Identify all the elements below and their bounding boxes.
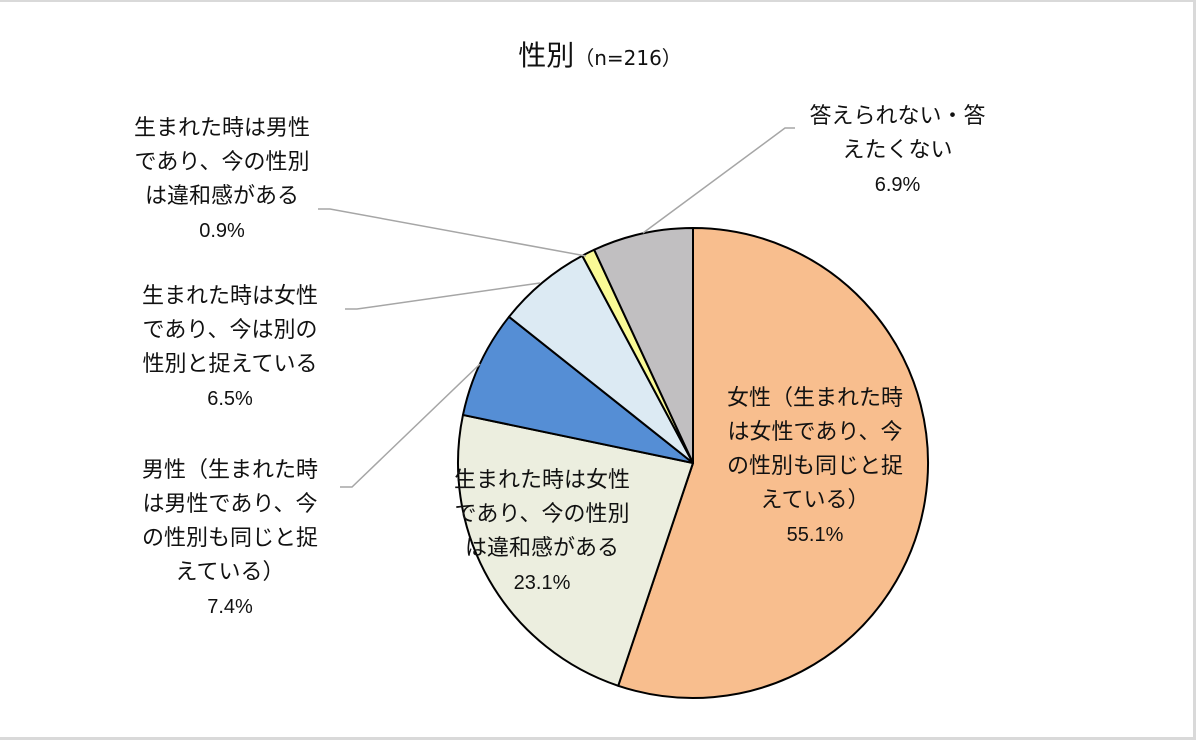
leader-lines xyxy=(318,127,795,488)
label-line: 女性（生まれた時 xyxy=(726,386,903,411)
chart-title: 性別（n=216） xyxy=(0,34,1200,74)
label-percent: 6.5% xyxy=(207,388,253,410)
label-female-other: 生まれた時は女性 であり、今は別の 性別と捉えている 6.5% xyxy=(110,280,350,416)
label-male: 男性（生まれた時 は男性であり、今 の性別も同じと捉 えている） 7.4% xyxy=(110,454,350,624)
chart-title-main: 性別 xyxy=(518,39,575,72)
leader-line-male-discomfort xyxy=(318,208,587,257)
label-line: 男性（生まれた時 xyxy=(141,458,318,483)
label-line: の性別も同じと捉 xyxy=(141,526,318,551)
label-percent: 7.4% xyxy=(207,596,253,618)
label-line: であり、今の性別 xyxy=(134,150,310,175)
label-line: 生まれた時は男性 xyxy=(133,116,310,141)
pie-slice xyxy=(457,413,694,687)
label-female: 女性（生まれた時 は女性であり、今 の性別も同じと捉 えている） 55.1% xyxy=(700,382,930,552)
label-line: は違和感がある xyxy=(464,536,619,561)
label-line: は違和感がある xyxy=(144,184,299,209)
label-line: えている） xyxy=(175,560,285,585)
leader-line-no-answer xyxy=(642,127,795,234)
label-line: 生まれた時は女性 xyxy=(141,284,318,309)
label-line: 生まれた時は女性 xyxy=(453,468,630,493)
label-line: は男性であり、今 xyxy=(142,492,318,517)
label-percent: 0.9% xyxy=(199,220,245,242)
label-line: えている） xyxy=(760,488,870,513)
label-no-answer: 答えられない・答 えたくない 6.9% xyxy=(785,100,1010,202)
label-percent: 23.1% xyxy=(513,572,571,594)
pie-slices xyxy=(457,227,930,699)
label-percent: 55.1% xyxy=(786,524,844,546)
label-male-discomfort: 生まれた時は男性 であり、今の性別 は違和感がある 0.9% xyxy=(102,112,342,248)
label-line: 答えられない・答 xyxy=(809,104,986,129)
chart-title-sample-size: （n=216） xyxy=(574,46,682,70)
pie-slice xyxy=(593,227,694,464)
pie-slice xyxy=(461,315,694,464)
label-female-discomfort: 生まれた時は女性 であり、今の性別 は違和感がある 23.1% xyxy=(422,464,662,600)
leader-line-female-other xyxy=(345,282,541,310)
label-line: であり、今は別の xyxy=(142,318,318,343)
label-percent: 6.9% xyxy=(874,174,921,196)
pie-slice xyxy=(617,227,930,699)
label-line: は女性であり、今 xyxy=(727,420,903,445)
label-line: であり、今の性別 xyxy=(454,502,630,527)
label-line: の性別も同じと捉 xyxy=(726,454,903,479)
leader-line-male xyxy=(340,363,481,488)
label-line: 性別と捉えている xyxy=(142,352,318,377)
label-line: えたくない xyxy=(842,138,953,163)
